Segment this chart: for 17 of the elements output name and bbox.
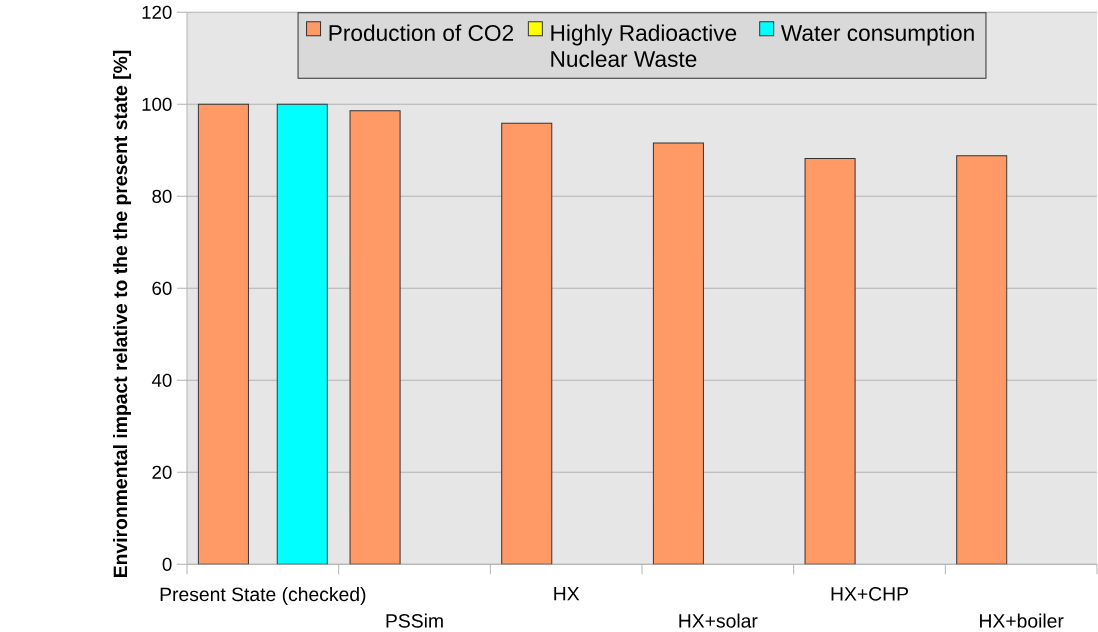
y-axis-title: Environmental impact relative to the the present state [%] — [113, 50, 132, 578]
y-tick-label: 20 — [152, 465, 172, 479]
x-tick-label: PSSim — [386, 613, 443, 628]
legend-label: Water consumption — [780, 24, 974, 46]
y-tick-label: 120 — [142, 5, 172, 19]
y-tick-label: 80 — [152, 189, 172, 203]
legend-label: Production of CO2 — [329, 24, 514, 42]
x-tick-label: HX — [554, 587, 580, 601]
legend-label: Highly Radioactive Nuclear Waste — [551, 24, 737, 68]
x-tick-label: HX+boiler — [980, 613, 1064, 628]
y-tick-label: 40 — [151, 373, 172, 387]
x-tick-label: Present State (checked) — [160, 587, 366, 606]
y-tick-label: 60 — [152, 281, 172, 295]
y-tick-label: 0 — [162, 557, 172, 571]
x-tick-label: HX+solar — [679, 613, 758, 628]
x-tick-label: HX+CHP — [831, 587, 908, 601]
y-tick-label: 100 — [142, 97, 172, 111]
